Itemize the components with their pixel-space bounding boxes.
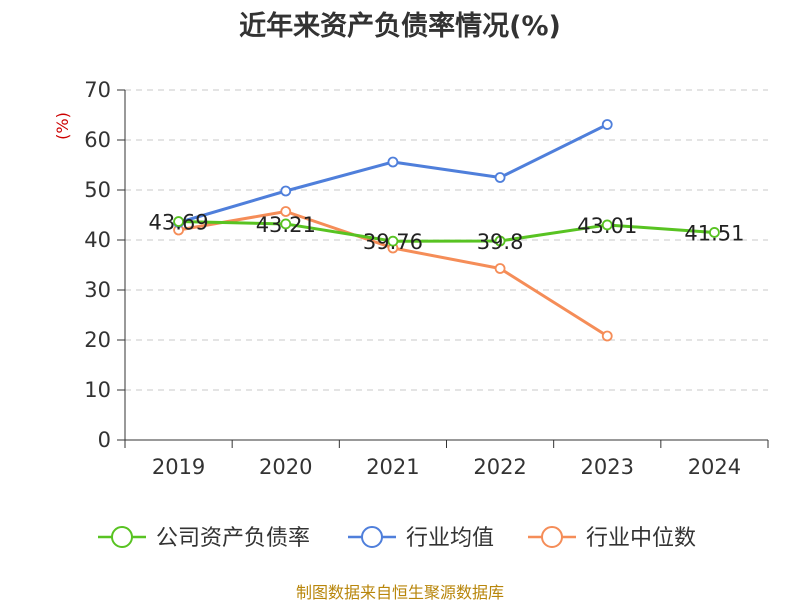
x-tick-label: 2022 <box>473 455 526 479</box>
series <box>173 119 720 342</box>
y-tick-label: 10 <box>84 378 111 402</box>
chart-title: 近年来资产负债率情况(%) <box>239 11 561 42</box>
data-label: 39.8 <box>477 230 524 254</box>
x-tick-label: 2024 <box>688 455 741 479</box>
data-point <box>494 263 506 274</box>
data-point <box>709 227 720 238</box>
data-point <box>387 156 399 168</box>
data-point <box>494 172 506 183</box>
data-label: 41.51 <box>684 221 744 245</box>
y-tick-label: 60 <box>84 128 111 152</box>
data-point <box>280 218 292 230</box>
y-tick-label: 70 <box>84 78 111 102</box>
y-tick-label: 30 <box>84 278 111 302</box>
data-point <box>601 119 613 130</box>
legend-marker <box>541 526 563 548</box>
data-point <box>601 219 613 231</box>
data-point <box>494 235 506 247</box>
x-tick-label: 2021 <box>366 455 419 479</box>
series-1 <box>173 119 613 228</box>
data-point <box>601 330 613 342</box>
data-point <box>173 216 184 227</box>
data-label: 43.69 <box>149 211 209 235</box>
y-axis-label: (%) <box>53 112 72 140</box>
data-labels: 43.69 43.21 39.76 39.8 43.01 41.51 <box>149 211 745 255</box>
data-point <box>280 206 292 217</box>
data-point <box>280 185 292 197</box>
data-point <box>387 235 399 247</box>
series-line <box>178 220 715 243</box>
legend-item: 公司资产负债率 <box>98 526 310 551</box>
series-0 <box>173 216 720 247</box>
legend-label: 行业中位数 <box>586 526 696 551</box>
legend-label: 行业均值 <box>406 526 494 551</box>
x-tick-label: 2019 <box>152 455 205 479</box>
legend-marker <box>361 526 383 548</box>
legend-item: 行业均值 <box>348 526 494 551</box>
y-tick-label: 20 <box>84 328 111 352</box>
source-note: 制图数据来自恒生聚源数据库 <box>295 583 504 602</box>
data-label: 39.76 <box>363 230 423 254</box>
data-label: 43.21 <box>256 213 316 237</box>
axes: 0 10 20 30 40 50 60 70 2019 2020 2021 2022 2023 2024 <box>84 78 769 479</box>
x-tick-label: 2023 <box>581 455 634 479</box>
legend-marker <box>111 526 133 548</box>
legend-label: 公司资产负债率 <box>156 526 310 551</box>
y-tick-label: 50 <box>84 178 111 202</box>
legend: 公司资产负债率 行业均值 行业中位数 <box>98 526 696 551</box>
y-tick-label: 0 <box>98 428 111 452</box>
data-label: 43.01 <box>577 214 637 238</box>
legend-item: 行业中位数 <box>528 526 696 551</box>
x-tick-label: 2020 <box>259 455 312 479</box>
y-tick-label: 40 <box>84 228 111 252</box>
series-2 <box>173 206 613 342</box>
series-line <box>178 123 608 224</box>
